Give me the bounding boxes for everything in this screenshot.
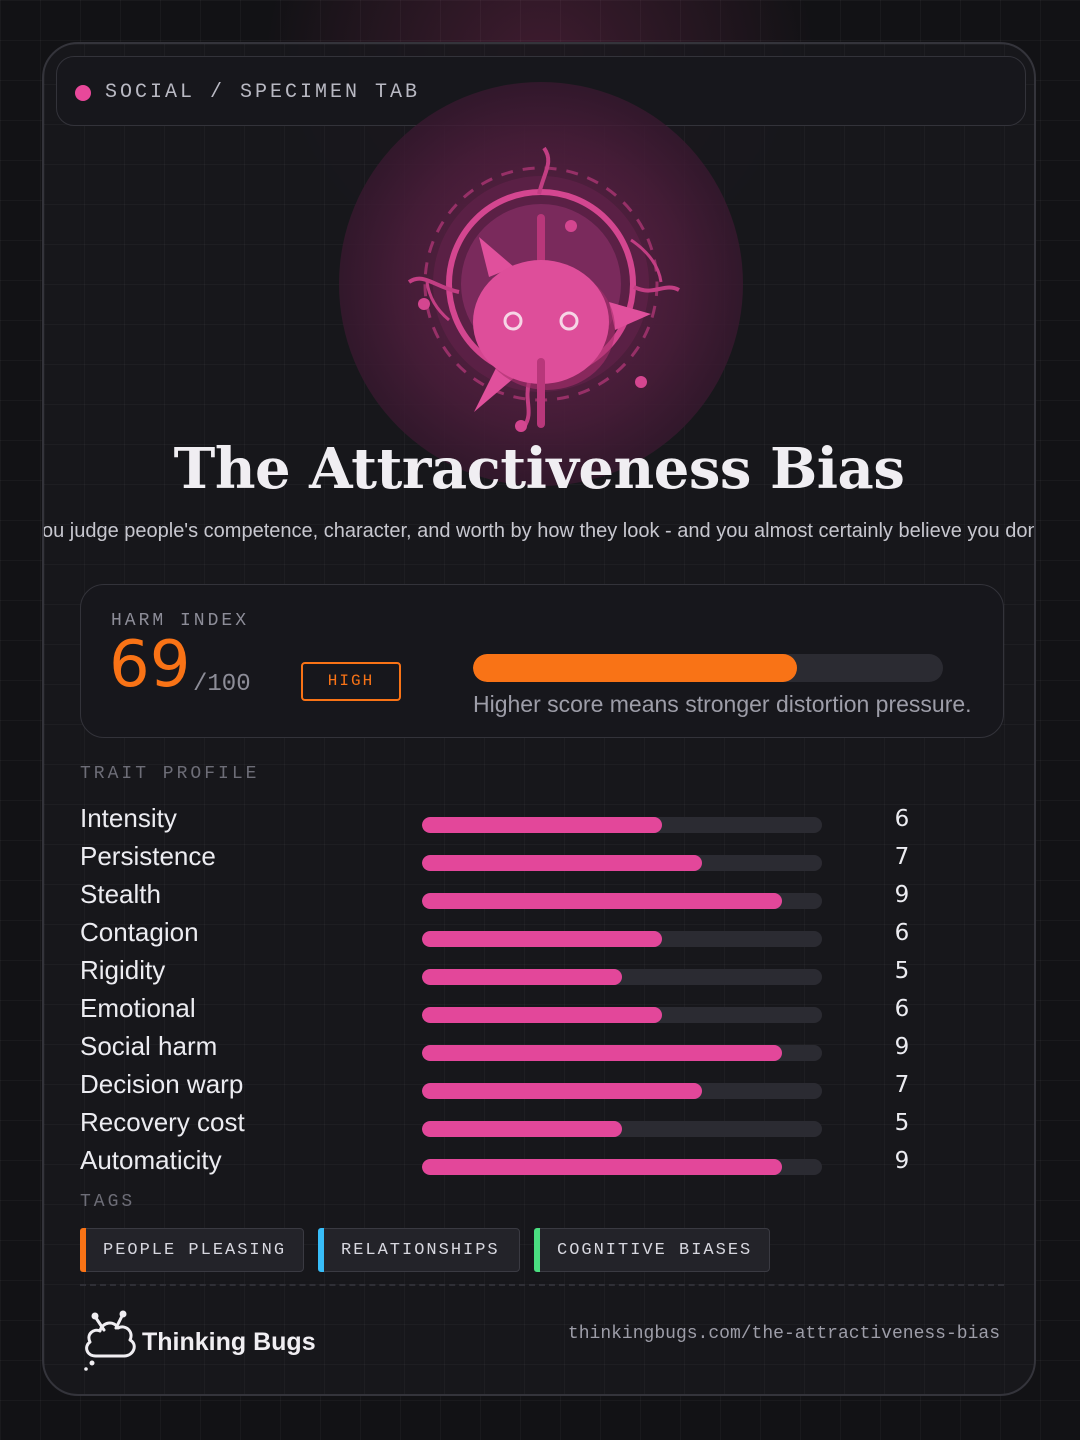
trait-row: Emotional 6 bbox=[80, 990, 960, 1028]
trait-row: Automaticity 9 bbox=[80, 1142, 960, 1180]
trait-row: Stealth 9 bbox=[80, 876, 960, 914]
trait-row: Rigidity 5 bbox=[80, 952, 960, 990]
trait-value: 6 bbox=[894, 806, 910, 832]
trait-name: Recovery cost bbox=[80, 1107, 245, 1137]
trait-value: 9 bbox=[894, 882, 910, 908]
tag-cognitive-biases[interactable]: COGNITIVE BIASES bbox=[534, 1228, 770, 1272]
tag-relationships[interactable]: RELATIONSHIPS bbox=[318, 1228, 520, 1272]
trait-bar-fill bbox=[422, 1045, 782, 1061]
trait-bar-fill bbox=[422, 1121, 622, 1137]
harm-note: Higher score means stronger distortion p… bbox=[473, 691, 972, 717]
trait-bar-fill bbox=[422, 1159, 782, 1175]
trait-value: 6 bbox=[894, 996, 910, 1022]
trait-value: 5 bbox=[894, 958, 910, 984]
brand-name: Thinking Bugs bbox=[142, 1328, 316, 1356]
trait-value: 9 bbox=[894, 1148, 910, 1174]
trait-name: Automaticity bbox=[80, 1145, 222, 1175]
specimen-card: SOCIAL / SPECIMEN TAB bbox=[42, 42, 1036, 1396]
trait-row: Persistence 7 bbox=[80, 838, 960, 876]
trait-value: 7 bbox=[894, 1072, 910, 1098]
harm-level-badge: HIGH bbox=[301, 662, 401, 701]
trait-bar-track bbox=[422, 1121, 822, 1137]
harm-index-label: HARM INDEX bbox=[111, 611, 250, 631]
trait-bar-fill bbox=[422, 855, 702, 871]
trait-bar-track bbox=[422, 855, 822, 871]
trait-value: 6 bbox=[894, 920, 910, 946]
trait-bar-fill bbox=[422, 817, 662, 833]
tags-label: TAGS bbox=[80, 1192, 136, 1212]
trait-bar-track bbox=[422, 893, 822, 909]
trait-name: Emotional bbox=[80, 993, 196, 1023]
harm-progress-fill bbox=[473, 654, 798, 682]
trait-name: Contagion bbox=[80, 917, 199, 947]
tag-label: COGNITIVE BIASES bbox=[557, 1241, 753, 1260]
category-dot bbox=[75, 85, 91, 101]
trait-bar-track bbox=[422, 1007, 822, 1023]
tag-label: RELATIONSHIPS bbox=[341, 1241, 500, 1260]
subtitle: You judge people's competence, character… bbox=[42, 520, 1036, 542]
tag-people-pleasing[interactable]: PEOPLE PLEASING bbox=[80, 1228, 304, 1272]
trait-row: Decision warp 7 bbox=[80, 1066, 960, 1104]
trait-bar-track bbox=[422, 817, 822, 833]
trait-bar-fill bbox=[422, 893, 782, 909]
trait-name: Persistence bbox=[80, 841, 216, 871]
trait-bar-fill bbox=[422, 969, 622, 985]
trait-bar-track bbox=[422, 1083, 822, 1099]
trait-row: Recovery cost 5 bbox=[80, 1104, 960, 1142]
trait-bar-fill bbox=[422, 1083, 702, 1099]
trait-bar-track bbox=[422, 969, 822, 985]
footer-divider bbox=[80, 1284, 1004, 1286]
trait-profile-label: TRAIT PROFILE bbox=[80, 764, 260, 784]
harm-score-max: /100 bbox=[193, 671, 251, 698]
trait-row: Contagion 6 bbox=[80, 914, 960, 952]
trait-name: Intensity bbox=[80, 803, 177, 833]
trait-bar-track bbox=[422, 1159, 822, 1175]
trait-value: 9 bbox=[894, 1034, 910, 1060]
tag-accent bbox=[80, 1228, 86, 1272]
harm-index-panel: HARM INDEX 69 /100 HIGH Higher score mea… bbox=[80, 584, 1004, 738]
cloud-bug-logo-icon bbox=[84, 1310, 136, 1371]
trait-value: 5 bbox=[894, 1110, 910, 1136]
trait-bar-track bbox=[422, 931, 822, 947]
tag-accent bbox=[534, 1228, 540, 1272]
tag-label: PEOPLE PLEASING bbox=[103, 1241, 287, 1260]
trait-bar-fill bbox=[422, 931, 662, 947]
trait-row: Intensity 6 bbox=[80, 800, 960, 838]
trait-name: Social harm bbox=[80, 1031, 218, 1061]
trait-name: Stealth bbox=[80, 879, 161, 909]
page-title: The Attractiveness Bias bbox=[173, 436, 905, 502]
trait-value: 7 bbox=[894, 844, 910, 870]
pink-bug-compass-icon bbox=[339, 82, 743, 486]
trait-row: Social harm 9 bbox=[80, 1028, 960, 1066]
trait-list: Intensity 6 Persistence 7 Stealth 9 Contagion 6… bbox=[80, 800, 960, 1180]
footer-url[interactable]: thinkingbugs.com/the-attractiveness-bias bbox=[567, 1324, 1000, 1344]
harm-score: 69 bbox=[109, 628, 191, 702]
harm-progress-track bbox=[473, 654, 943, 682]
trait-name: Rigidity bbox=[80, 955, 166, 985]
category-label: SOCIAL / SPECIMEN TAB bbox=[105, 81, 421, 104]
trait-bar-track bbox=[422, 1045, 822, 1061]
tag-accent bbox=[318, 1228, 324, 1272]
trait-name: Decision warp bbox=[80, 1069, 244, 1099]
trait-bar-fill bbox=[422, 1007, 662, 1023]
